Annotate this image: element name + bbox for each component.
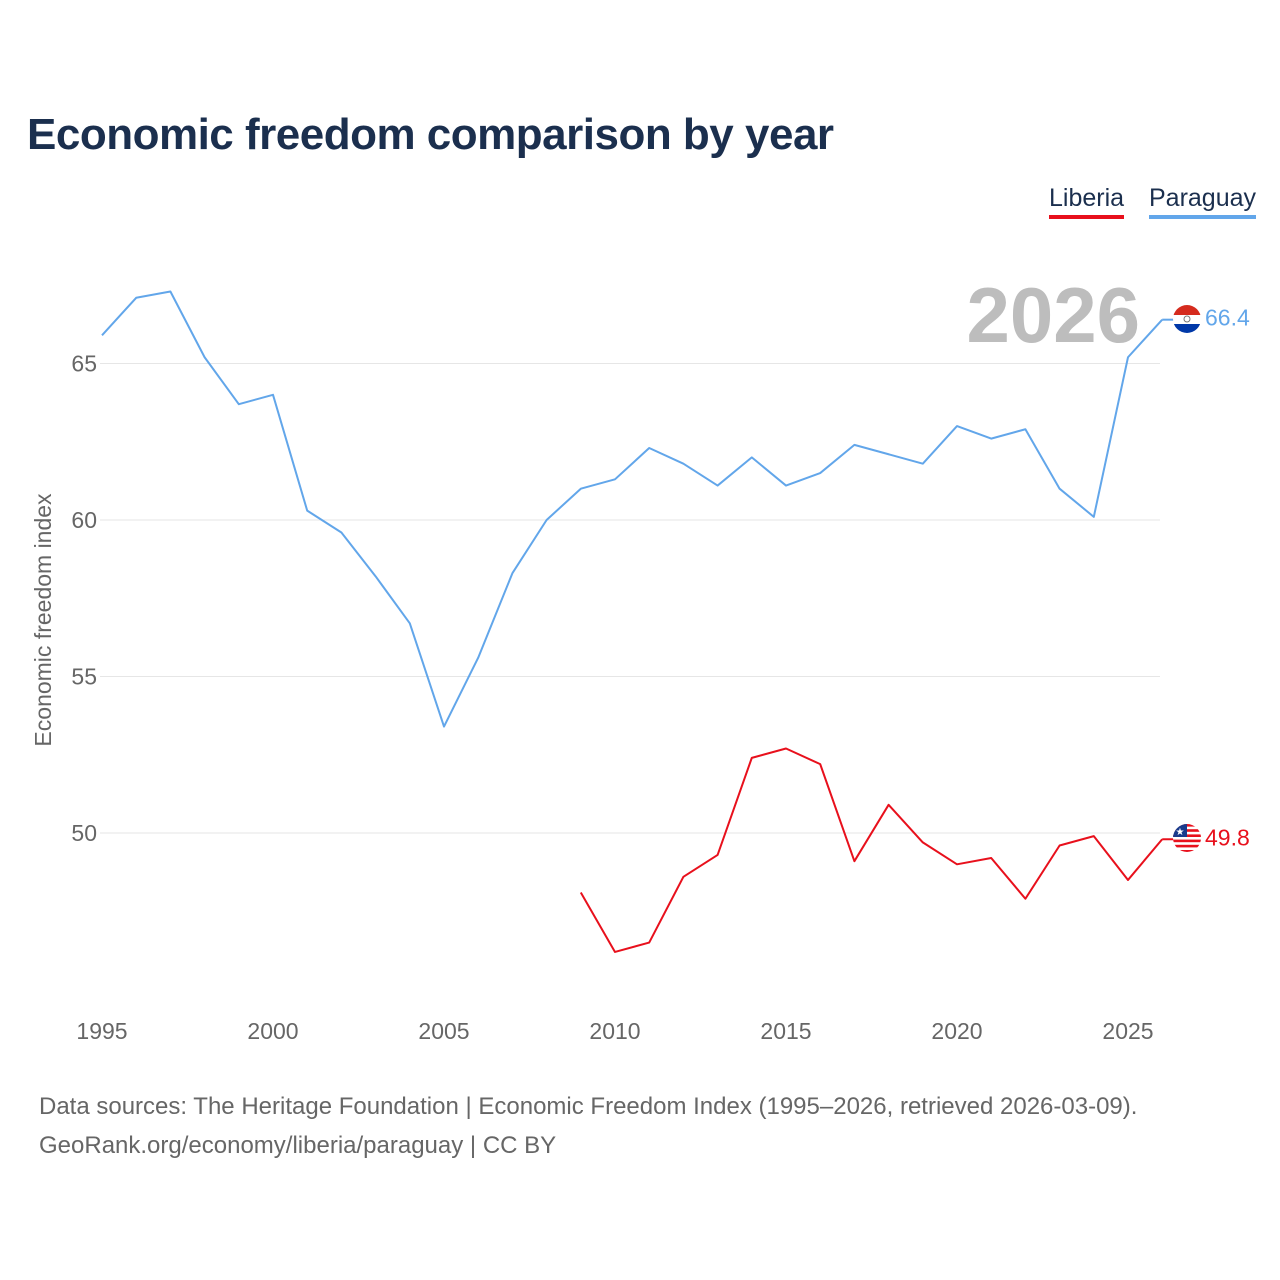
data-point-liberia[interactable]	[579, 890, 583, 894]
x-tick-label: 1995	[76, 1018, 127, 1044]
data-point-liberia[interactable]	[1023, 897, 1027, 901]
data-point-paraguay[interactable]	[852, 443, 856, 447]
data-point-liberia[interactable]	[647, 941, 651, 945]
legend-item-liberia[interactable]: Liberia	[1049, 184, 1125, 219]
series-line-paraguay[interactable]	[101, 290, 1163, 728]
data-point-liberia[interactable]	[1058, 844, 1062, 848]
data-point-paraguay[interactable]	[476, 656, 480, 660]
data-point-paraguay[interactable]	[203, 355, 207, 359]
paraguay-flag-icon	[1173, 305, 1201, 333]
year-watermark: 2026	[966, 271, 1140, 359]
svg-text:★: ★	[1176, 827, 1185, 838]
data-point-paraguay[interactable]	[716, 484, 720, 488]
series-line-liberia[interactable]	[579, 747, 1163, 953]
data-point-paraguay[interactable]	[237, 402, 241, 406]
data-point-paraguay[interactable]	[271, 393, 275, 397]
data-point-paraguay[interactable]	[134, 296, 138, 300]
x-tick-label: 2010	[589, 1018, 640, 1044]
data-point-paraguay[interactable]	[339, 531, 343, 535]
data-point-paraguay[interactable]	[647, 446, 651, 450]
data-point-paraguay[interactable]	[681, 462, 685, 466]
data-point-liberia[interactable]	[921, 840, 925, 844]
data-source-note: Data sources: The Heritage Foundation | …	[39, 1087, 1137, 1165]
y-tick-label: 50	[71, 820, 97, 846]
data-point-paraguay[interactable]	[408, 621, 412, 625]
data-point-liberia[interactable]	[716, 853, 720, 857]
data-point-liberia[interactable]	[750, 756, 754, 760]
liberia-flag-icon: ★	[1173, 824, 1201, 852]
data-point-liberia[interactable]	[784, 746, 788, 750]
data-point-paraguay[interactable]	[100, 333, 104, 337]
x-tick-label: 2025	[1102, 1018, 1153, 1044]
data-point-paraguay[interactable]	[168, 290, 172, 294]
chart-title: Economic freedom comparison by year	[27, 110, 834, 159]
data-point-liberia[interactable]	[989, 856, 993, 860]
data-point-liberia[interactable]	[955, 862, 959, 866]
data-point-liberia[interactable]	[613, 950, 617, 954]
x-tick-label: 2015	[760, 1018, 811, 1044]
data-point-paraguay[interactable]	[579, 487, 583, 491]
source-line-2[interactable]: GeoRank.org/economy/liberia/paraguay | C…	[39, 1132, 557, 1159]
data-point-paraguay[interactable]	[921, 462, 925, 466]
data-point-liberia[interactable]	[818, 762, 822, 766]
legend-item-paraguay[interactable]: Paraguay	[1149, 184, 1257, 219]
data-point-paraguay[interactable]	[1126, 355, 1130, 359]
end-value-label-paraguay: 66.4	[1205, 305, 1250, 331]
x-tick-label: 2000	[247, 1018, 298, 1044]
data-point-paraguay[interactable]	[818, 471, 822, 475]
data-point-paraguay[interactable]	[887, 452, 891, 456]
data-point-paraguay[interactable]	[750, 455, 754, 459]
y-tick-label: 60	[71, 507, 97, 533]
data-point-liberia[interactable]	[852, 859, 856, 863]
x-tick-label: 2005	[418, 1018, 469, 1044]
data-point-paraguay[interactable]	[1058, 487, 1062, 491]
data-point-paraguay[interactable]	[613, 477, 617, 481]
data-point-paraguay[interactable]	[955, 424, 959, 428]
data-point-paraguay[interactable]	[545, 518, 549, 522]
data-point-paraguay[interactable]	[989, 437, 993, 441]
y-tick-label: 55	[71, 664, 97, 690]
source-line-1: Data sources: The Heritage Foundation | …	[39, 1093, 1138, 1120]
x-tick-label: 2020	[931, 1018, 982, 1044]
data-point-paraguay[interactable]	[784, 484, 788, 488]
data-point-liberia[interactable]	[887, 803, 891, 807]
data-point-liberia[interactable]	[681, 875, 685, 879]
data-point-paraguay[interactable]	[1023, 427, 1027, 431]
data-point-paraguay[interactable]	[305, 509, 309, 513]
data-point-liberia[interactable]	[1126, 878, 1130, 882]
data-point-paraguay[interactable]	[1092, 515, 1096, 519]
data-point-liberia[interactable]	[1092, 834, 1096, 838]
y-axis-label: Economic freedom index	[30, 493, 56, 747]
y-tick-label: 65	[71, 351, 97, 377]
data-point-paraguay[interactable]	[510, 571, 514, 575]
data-point-paraguay[interactable]	[374, 574, 378, 578]
end-value-label-liberia: 49.8	[1205, 824, 1250, 850]
data-point-paraguay[interactable]	[442, 725, 446, 729]
